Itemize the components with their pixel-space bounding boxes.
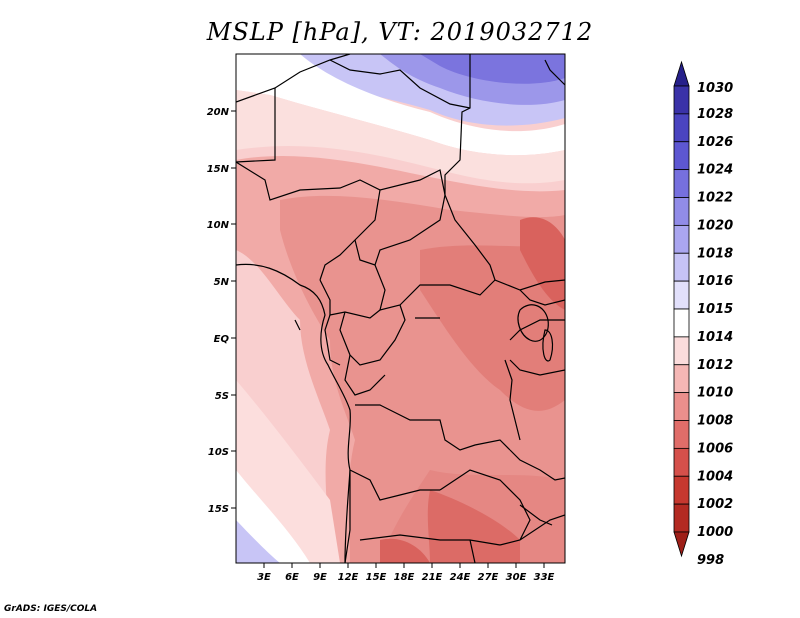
colorbar-label: 998 [697,553,724,568]
credit-label: GrADS: IGES/COLA [4,604,98,614]
colorbar-swatch [673,420,690,449]
colorbar-cap-bottom [673,531,690,558]
map-frame [235,53,566,564]
colorbar-label: 1004 [697,469,733,484]
colorbar-swatch [673,308,690,338]
lon-label: 33E [534,572,555,583]
lon-label: 27E [478,572,499,583]
lon-label: 30E [506,572,527,583]
colorbar-cap-top [673,60,690,87]
lat-label: 10S [208,447,229,458]
lon-label: 6E [285,572,299,583]
colorbar-label: 1016 [697,274,733,289]
colorbar-swatch [673,197,690,226]
colorbar-swatch [673,224,690,254]
lon-label: 24E [450,572,471,583]
colorbar-swatch [673,85,690,115]
pressure-field [236,54,565,563]
colorbar: 1030 1028 1026 1024 1022 1020 1018 1016 1015 1014… [673,60,733,568]
country-borders [236,54,565,563]
lat-label: 5S [215,391,229,402]
colorbar-label: 1002 [697,497,733,512]
colorbar-swatch [673,503,690,533]
lat-label: 20N [207,107,230,118]
lon-axis [263,563,545,568]
lat-label: EQ [214,334,230,345]
lon-label: 9E [313,572,327,583]
colorbar-label: 1000 [697,525,733,540]
lakes [294,304,554,526]
colorbar-label: 1008 [697,414,733,429]
lat-label: 15N [207,164,230,175]
colorbar-label: 1030 [697,81,733,96]
lat-label: 15S [208,504,229,515]
colorbar-swatch [673,447,690,477]
colorbar-label: 1026 [697,135,733,150]
lon-label: 18E [394,572,415,583]
colorbar-label: 1012 [697,358,733,373]
colorbar-label: 1010 [697,386,733,401]
lat-label: 5N [214,277,230,288]
colorbar-label: 1018 [697,246,733,261]
colorbar-label: 1015 [697,302,733,317]
colorbar-swatch [673,252,690,282]
coastline [236,263,351,563]
lon-label: 12E [338,572,359,583]
colorbar-swatch [673,169,690,198]
mediterranean-coast [544,59,565,86]
lon-label: 21E [422,572,443,583]
colorbar-label: 1024 [697,163,733,178]
lon-label: 3E [257,572,271,583]
colorbar-swatch [673,364,690,394]
map-title: MSLP [hPa], VT: 2019032712 [206,18,594,46]
colorbar-label: 1022 [697,191,733,206]
colorbar-label: 1028 [697,107,733,122]
colorbar-swatch [673,475,690,505]
lon-labels: 3E 6E 9E 12E 15E 18E 21E 24E 27E 30E 33E [257,572,554,583]
colorbar-swatch [673,336,690,366]
colorbar-label: 1006 [697,441,733,456]
lat-labels: 20N 15N 10N 5N EQ 5S 10S 15S [207,107,230,515]
lat-axis [231,110,236,509]
colorbar-swatch [673,141,690,171]
colorbar-swatch [673,280,690,310]
colorbar-swatch [673,113,690,143]
colorbar-label: 1020 [697,218,733,233]
lon-label: 15E [366,572,387,583]
colorbar-label: 1014 [697,330,733,345]
lat-label: 10N [207,220,230,231]
colorbar-swatch [673,392,690,421]
